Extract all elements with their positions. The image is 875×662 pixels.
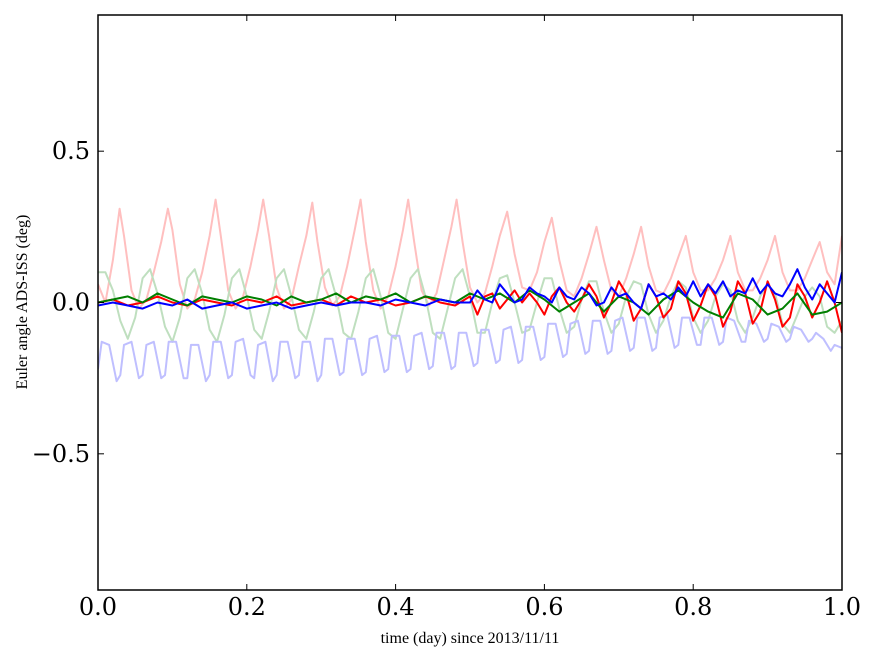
series-line-3 <box>98 313 842 383</box>
tick-layer: 0.0 0.2 0.4 0.6 0.8 1.0 −0.5 0.0 0.5 <box>32 15 861 621</box>
x-tick-label: 0.2 <box>228 593 266 621</box>
x-tick-label: 0.8 <box>674 593 712 621</box>
y-tick-label: 0.5 <box>52 137 90 165</box>
x-tick-label: 0.4 <box>377 593 415 621</box>
series-layer <box>98 198 842 383</box>
series-line-1 <box>98 198 842 310</box>
series-line-6 <box>98 268 842 310</box>
x-tick-label: 0.0 <box>79 593 117 621</box>
y-tick-label: −0.5 <box>32 440 90 468</box>
x-tick-label: 0.6 <box>525 593 563 621</box>
series-line-5 <box>98 289 842 319</box>
y-tick-label: 0.0 <box>52 289 90 317</box>
x-axis-label: time (day) since 2013/11/11 <box>381 630 560 647</box>
y-axis-label: Euler angle ADS-ISS (deg) <box>14 215 31 390</box>
x-tick-label: 1.0 <box>823 593 861 621</box>
